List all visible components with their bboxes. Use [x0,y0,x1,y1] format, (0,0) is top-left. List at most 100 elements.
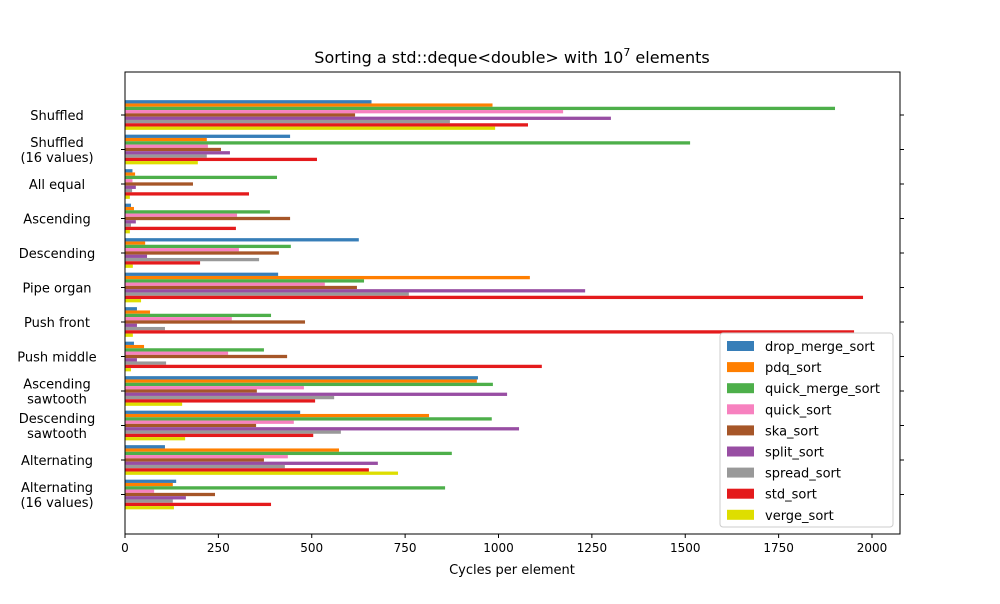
bar-pdq_sort [125,379,477,383]
bar-split_sort [125,461,378,465]
y-tick-label-line: Alternating [21,454,93,469]
y-tick-label-line: Shuffled [30,109,84,124]
bar-std_sort [125,295,864,300]
bar-drop_merge_sort [125,376,478,380]
y-tick-label-line: Descending [19,247,96,262]
y-tick-label: Alternating (16 values) [20,481,93,511]
bar-quick_merge_sort [125,106,836,111]
bar-split_sort [125,358,137,362]
bar-std_sort [125,399,316,403]
legend-swatch-quick_sort [727,404,754,415]
bar-pdq_sort [125,103,493,107]
bar-quick_sort [125,179,133,183]
bar-quick_sort [125,455,288,459]
bar-split_sort [125,116,611,120]
legend: drop_merge_sort pdq_sort quick_merge_sortq… [719,332,894,528]
legend-label-quick_sort: quick_sort [765,403,831,418]
bar-drop_merge_sort [125,238,359,242]
bar-quick_sort [125,351,229,355]
y-tick-label-line: sawtooth [27,427,87,442]
legend-label-split_sort: split_sort [765,446,824,461]
y-tick-label-line: (16 values) [20,496,93,511]
bar-verge_sort [125,264,133,268]
bar-quick_sort [125,420,294,424]
bar-verge_sort [125,333,133,337]
bar-verge_sort [125,368,131,372]
y-tick-label: Descending sawtooth [19,412,96,442]
bar-ska_sort [125,182,193,186]
bar-std_sort [125,192,249,196]
bar-std_sort [125,502,272,507]
bar-quick_merge_sort [125,175,278,180]
bar-split_sort [125,392,508,396]
x-tick-label: 1500 [670,541,701,555]
y-tick-label-line: Descending [19,412,96,427]
bar-std_sort [125,433,314,438]
y-tick-label: Pipe organ [22,282,91,297]
bar-ska_sort [125,113,356,117]
bar-drop_merge_sort [125,100,372,104]
bar-verge_sort [125,230,130,234]
bar-quick_sort [125,144,208,148]
bar-pdq_sort [125,482,173,487]
bar-quick_merge_sort [125,244,291,249]
bar-quick_merge_sort [125,451,452,456]
bar-drop_merge_sort [125,341,134,345]
bar-std_sort [125,226,236,231]
bar-quick_merge_sort [125,417,492,421]
bar-drop_merge_sort [125,169,133,173]
bar-drop_merge_sort [125,203,131,207]
bar-split_sort [125,323,137,327]
bar-drop_merge_sort [125,410,301,414]
legend-label-verge_sort: verge_sort [765,509,834,524]
bar-spread_sort [125,499,173,503]
bar-quick_merge_sort [125,210,270,214]
y-tick-label-line: (16 values) [20,151,93,166]
y-tick-label: Push front [24,316,90,331]
x-axis-label: Cycles per element [449,563,575,578]
bar-quick_sort [125,317,232,321]
y-tick-label: Ascending sawtooth [23,378,90,408]
y-tick-label: Descending [19,247,96,262]
bar-pdq_sort [125,344,145,349]
bar-std_sort [125,468,369,472]
bar-ska_sort [125,216,291,221]
bar-quick_merge_sort [125,486,446,490]
bar-verge_sort [125,437,186,441]
y-tick-label-line: Ascending [23,213,90,228]
y-tick-label-line: All equal [29,178,85,193]
bar-drop_merge_sort [125,134,291,138]
bar-quick_merge_sort [125,141,691,145]
legend-swatch-split_sort [727,446,754,457]
x-tick-label: 1750 [763,541,794,555]
plot-frame [124,71,901,535]
bar-spread_sort [125,430,341,434]
bar-verge_sort [125,195,130,199]
bar-ska_sort [125,458,264,462]
legend-swatch-spread_sort [727,467,754,478]
legend-box [719,332,894,528]
legend-label-spread_sort: spread_sort [765,467,841,482]
bar-quick_sort [125,110,564,114]
x-tick-label: 750 [394,541,417,555]
bar-spread_sort [125,257,260,262]
chart-title: Sorting a std::deque<double> with 107 el… [314,46,709,67]
legend-label-quick_merge_sort: quick_merge_sort [765,382,880,397]
bar-quick_sort [125,282,325,286]
legend-swatch-ska_sort [727,425,754,436]
bar-quick_merge_sort [125,382,493,387]
bar-drop_merge_sort [125,272,279,276]
bar-spread_sort [125,292,409,296]
bar-drop_merge_sort [125,445,165,449]
bar-split_sort [125,427,520,431]
bar-pdq_sort [125,206,134,211]
bar-spread_sort [125,119,450,124]
bar-ska_sort [125,320,306,324]
x-tick-label: 250 [207,541,230,555]
x-tick-label: 500 [300,541,323,555]
x-tick-label: 0 [121,541,129,555]
bar-pdq_sort [125,275,530,280]
x-tick-label: 1250 [577,541,608,555]
